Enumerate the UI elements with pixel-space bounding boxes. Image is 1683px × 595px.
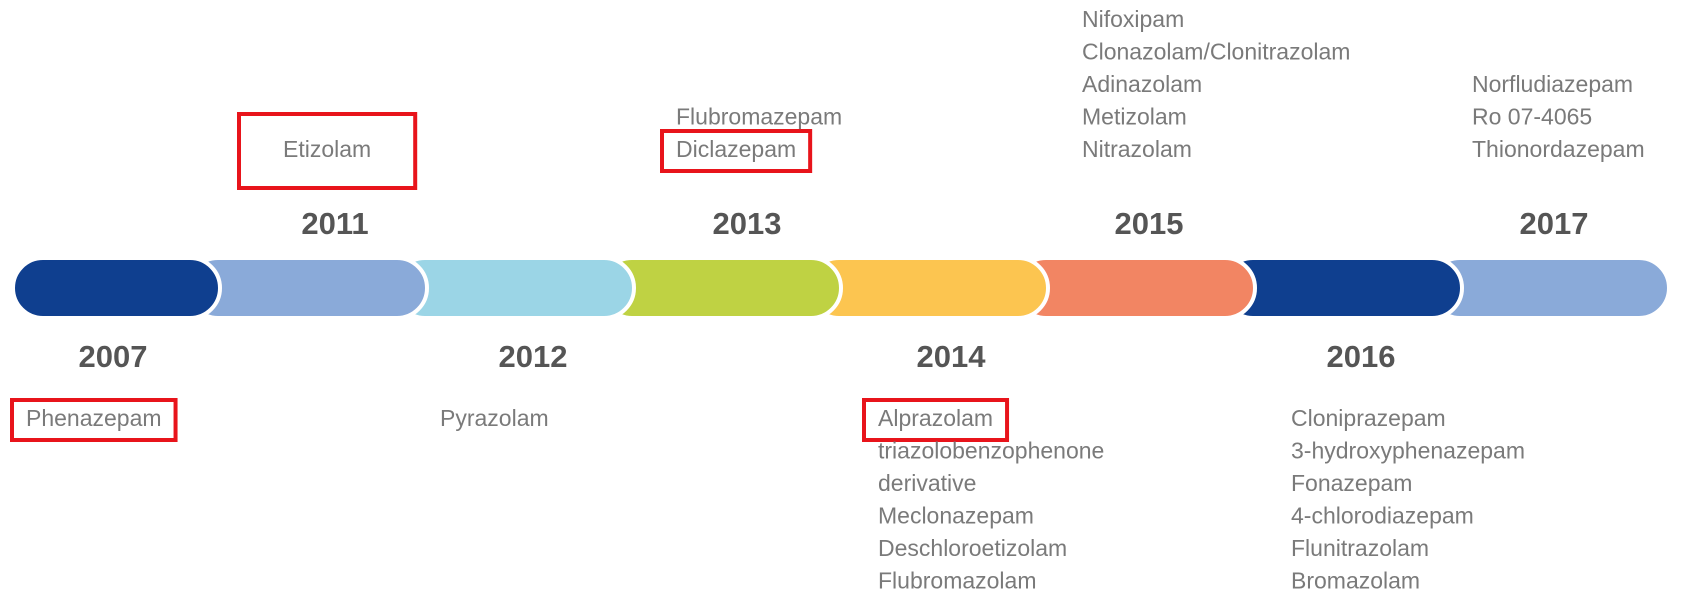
timeline-segment [393, 256, 636, 320]
drug-name: Ro 07-4065 [1472, 104, 1592, 130]
drug-name: Thionordazepam [1472, 136, 1645, 162]
timeline-segment [1014, 256, 1257, 320]
highlight-box [10, 398, 178, 442]
year-label: 2017 [1520, 206, 1589, 241]
drug-name: derivative [878, 470, 976, 496]
drug-name: Bromazolam [1291, 568, 1420, 594]
drug-name: triazolobenzophenone [878, 438, 1104, 464]
timeline-segment [1428, 256, 1671, 320]
drug-name: Cloniprazepam [1291, 405, 1446, 431]
drug-name: Flubromazepam [676, 104, 842, 130]
year-label: 2013 [713, 206, 782, 241]
highlight-box [237, 112, 418, 190]
drug-name: Fonazepam [1291, 470, 1412, 496]
drug-name: Norfludiazepam [1472, 71, 1633, 97]
year-label: 2012 [499, 339, 568, 374]
drug-name: Pyrazolam [440, 405, 549, 431]
drug-name: Meclonazepam [878, 503, 1034, 529]
drug-name: Etizolam [283, 136, 371, 162]
year-label: 2007 [79, 339, 148, 374]
drug-name: Diclazepam [676, 136, 796, 162]
timeline-segment [807, 256, 1050, 320]
year-label: 2014 [917, 339, 987, 374]
timeline-segment [186, 256, 429, 320]
highlight-box [660, 129, 813, 173]
drug-name: Adinazolam [1082, 71, 1202, 97]
drug-name: Flubromazolam [878, 568, 1037, 594]
drug-name: Nitrazolam [1082, 136, 1192, 162]
timeline-segment [11, 256, 222, 320]
timeline-segment [600, 256, 843, 320]
year-label: 2011 [301, 206, 368, 241]
drug-name: 3-hydroxyphenazepam [1291, 438, 1525, 464]
drug-name: Nifoxipam [1082, 6, 1184, 32]
drug-name: Deschloroetizolam [878, 535, 1067, 561]
timeline-bar [11, 256, 1671, 320]
drug-name: Flunitrazolam [1291, 535, 1429, 561]
drug-name: Clonazolam/Clonitrazolam [1082, 39, 1350, 65]
drug-name: Metizolam [1082, 104, 1187, 130]
highlight-box [862, 398, 1010, 442]
drug-name: 4-chlorodiazepam [1291, 503, 1474, 529]
year-label: 2016 [1327, 339, 1396, 374]
timeline-segment [1221, 256, 1464, 320]
drug-name: Alprazolam [878, 405, 993, 431]
year-label: 2015 [1115, 206, 1184, 241]
drug-name: Phenazepam [26, 405, 162, 431]
